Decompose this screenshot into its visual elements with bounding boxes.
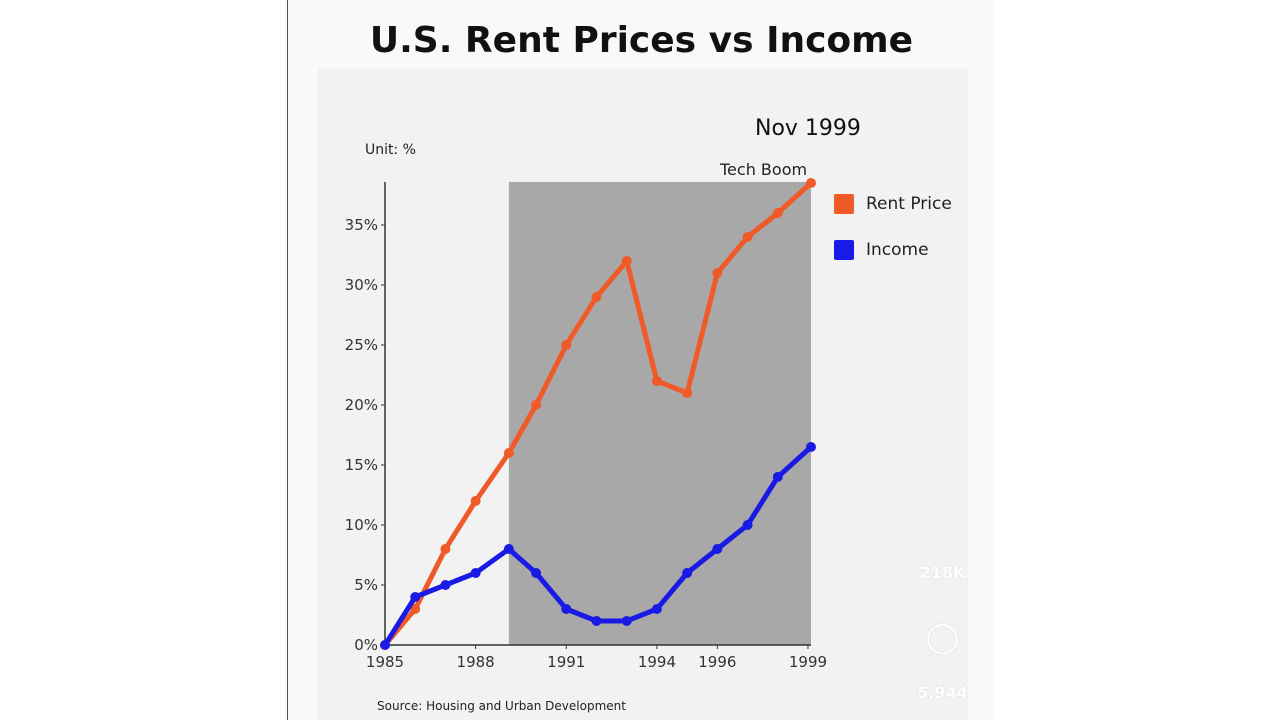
unit-label: Unit: % [365,142,416,158]
chart-subtitle: Nov 1999 [755,116,861,141]
data-point-income [591,616,602,626]
y-tick-label: 10% [345,516,378,534]
data-point-rent [772,208,783,218]
y-tick-label: 30% [345,276,378,294]
data-point-rent [806,178,816,188]
tech-boom-region [508,182,811,645]
legend-item-income: Income [834,240,929,260]
likes-count: 218K [919,563,966,582]
data-point-income [682,568,693,578]
data-point-rent [440,544,451,554]
x-tick-label: 1994 [638,653,676,671]
data-point-rent [470,496,481,506]
legend-item-rent: Rent Price [834,194,952,214]
x-tick-label: 1996 [698,653,736,671]
x-tick-label: 1988 [457,653,495,671]
y-tick-label: 20% [345,396,378,414]
data-point-rent [682,388,693,398]
data-point-rent [410,604,421,614]
source-label: Source: Housing and Urban Development [377,699,626,713]
legend-swatch-income [834,240,854,260]
heart-icon[interactable]: ♡ [929,500,956,535]
y-tick-label: 5% [354,576,378,594]
x-tick-label: 1985 [366,653,404,671]
data-point-income [772,472,783,482]
data-point-rent [503,448,514,458]
x-tick-label: 1991 [547,653,585,671]
y-tick-label: 25% [345,336,378,354]
data-point-income [806,442,816,452]
legend-label-income: Income [866,240,929,260]
x-tick-label: 1999 [789,653,827,671]
data-point-income [440,580,451,590]
data-point-income [742,520,753,530]
data-point-income [531,568,542,578]
data-point-income [561,604,572,614]
y-tick-label: 0% [354,636,378,654]
data-point-rent [561,340,572,350]
comment-icon[interactable]: ◯ [925,620,960,655]
data-point-rent [531,400,542,410]
comments-count: 5,944 [917,683,968,702]
legend-swatch-rent [834,194,854,214]
data-point-income [712,544,723,554]
data-point-rent [712,268,723,278]
chart-title: U.S. Rent Prices vs Income [369,20,914,61]
annotation-label: Tech Boom [720,160,808,179]
y-tick-label: 35% [345,216,378,234]
data-point-income [410,592,421,602]
data-point-rent [591,292,602,302]
data-point-rent [651,376,662,386]
data-point-rent [742,232,753,242]
data-point-income [380,640,390,650]
data-point-income [621,616,632,626]
y-tick-label: 15% [345,456,378,474]
left-divider [287,0,288,720]
data-point-income [470,568,481,578]
data-point-rent [621,256,632,266]
data-point-income [651,604,662,614]
legend-label-rent: Rent Price [866,194,952,214]
data-point-income [503,544,514,554]
